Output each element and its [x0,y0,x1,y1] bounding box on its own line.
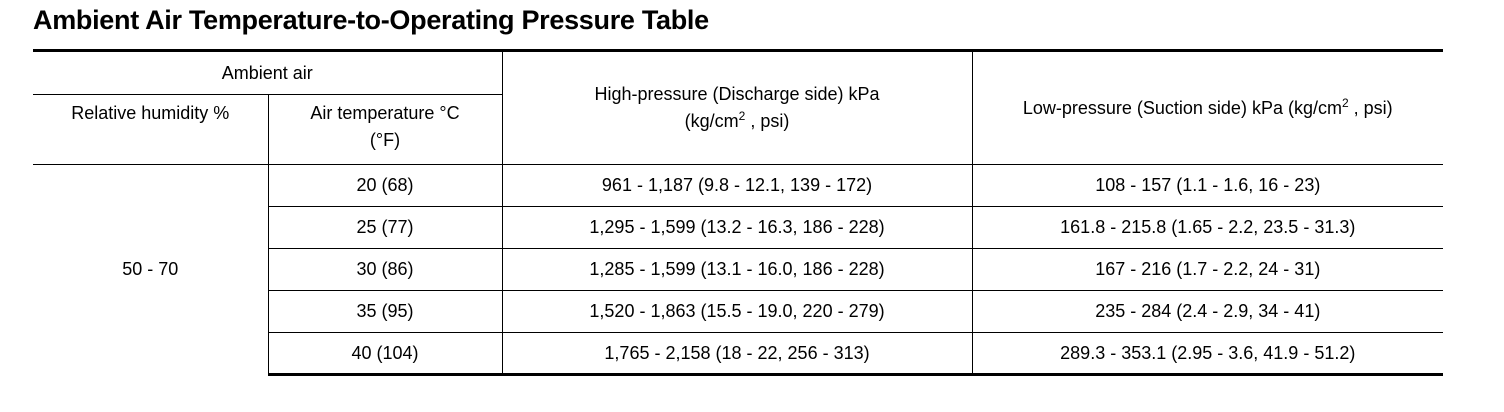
table-cell: 167 - 216 (1.7 - 2.2, 24 - 31) [971,248,1444,291]
header-row: Ambient air High-pressure (Discharge sid… [33,49,1444,165]
text: , psi) [745,111,790,131]
table-row: 35 (95) 1,520 - 1,863 (15.5 - 19.0, 220 -… [33,290,1444,333]
table-cell: 235 - 284 (2.4 - 2.9, 34 - 41) [971,290,1444,333]
header-cell: Relative humidity % [33,94,268,165]
table-cell: 1,765 - 2,158 (18 - 22, 256 - 313) [501,332,973,376]
table-cell: 20 (68) [267,164,503,207]
table-cell: 1,285 - 1,599 (13.1 - 16.0, 186 - 228) [501,248,973,291]
table-row: 25 (77) 1,295 - 1,599 (13.2 - 16.3, 186 -… [33,206,1444,249]
pressure-table: Ambient air High-pressure (Discharge sid… [33,49,1444,376]
humidity-cell: 50 - 70 [122,259,179,280]
table-cell: 1,520 - 1,863 (15.5 - 19.0, 220 - 279) [501,290,973,333]
header-cell: Air temperature °C (°F) [267,94,503,165]
table-cell: 108 - 157 (1.1 - 1.6, 16 - 23) [971,164,1444,207]
superscript: 2 [1341,95,1349,110]
table-row: 50 - 70 20 (68) 961 - 1,187 (9.8 - 12.1, 1… [33,164,1444,279]
table-cell: 161.8 - 215.8 (1.65 - 2.2, 23.5 - 31.3) [971,206,1444,249]
table-cell: 30 (86) [267,248,503,291]
header-cell: Ambient air [33,49,503,95]
table-body: 50 - 70 20 (68) 961 - 1,187 (9.8 - 12.1, 1… [33,164,1444,376]
table-cell: 289.3 - 353.1 (2.95 - 3.6, 41.9 - 51.2) [971,332,1444,376]
header-cell: High-pressure (Discharge side) kPa (kg/c… [501,49,973,165]
table-row: 40 (104) 1,765 - 2,158 (18 - 22, 256 - 31… [33,332,1444,376]
superscript: 2 [738,109,746,123]
text: , psi) [1348,97,1393,118]
table-cell: 25 (77) [267,206,503,249]
text: High-pressure (Discharge side) kPa (kg/c… [594,84,880,131]
header-cell: Low-pressure (Suction side) kPa (kg/cm2 … [971,49,1444,165]
table-row: 30 (86) 1,285 - 1,599 (13.1 - 16.0, 186 -… [33,248,1444,291]
table-cell: 35 (95) [267,290,503,333]
header-row: Relative humidity % Air temperature °C (… [33,94,1443,165]
table-cell: 961 - 1,187 (9.8 - 12.1, 139 - 172) [501,164,973,207]
table-cell: 1,295 - 1,599 (13.2 - 16.3, 186 - 228) [501,206,973,249]
text: Low-pressure (Suction side) kPa (kg/cm [1022,97,1342,118]
table-cell: 40 (104) [267,332,503,376]
title: Ambient Air Temperature-to-Operating Pre… [33,5,709,35]
